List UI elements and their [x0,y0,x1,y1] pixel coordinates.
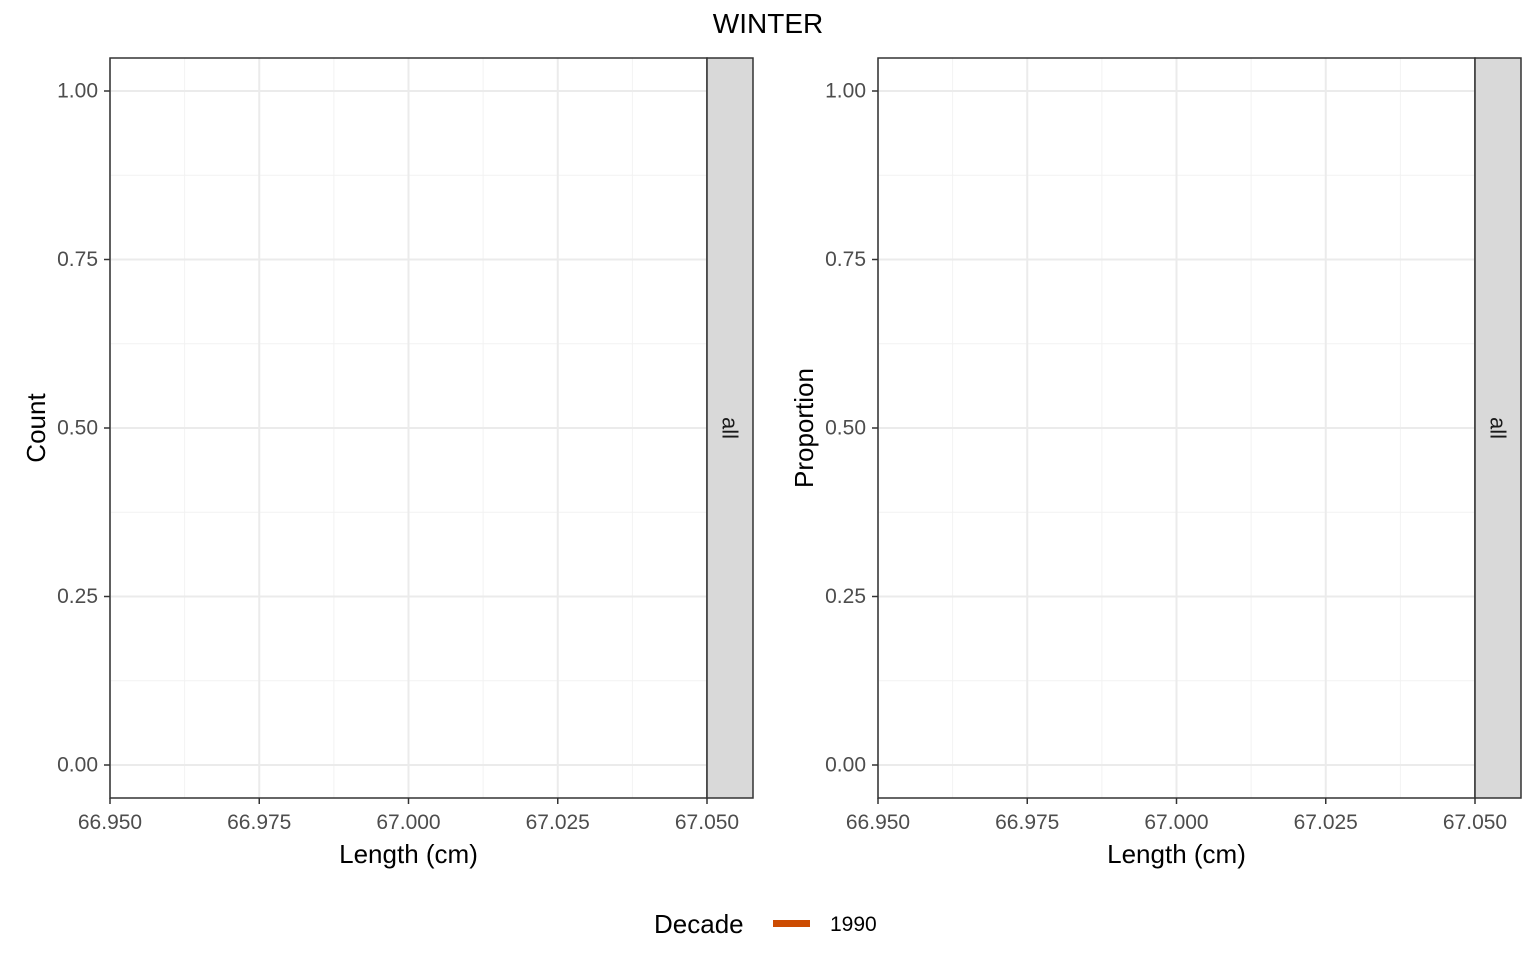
facet-strip [1474,57,1522,799]
y-tick-label: 0.75 [825,248,866,271]
legend-key-1990 [773,920,810,927]
x-tick-label: 67.000 [376,811,440,834]
x-tick-label: 67.000 [1144,811,1208,834]
x-tick-label: 67.025 [526,811,590,834]
figure-title: WINTER [713,8,823,39]
x-tick-label: 66.950 [78,811,142,834]
y-tick-label: 0.50 [825,417,866,440]
panel-1: all 0.00 0.25 0.50 0.75 1.00 66.950 66.975 67.00… [21,57,754,869]
x-tick-label: 66.975 [227,811,291,834]
x-tick-label: 66.950 [846,811,910,834]
y-tick-label: 1.00 [825,80,866,103]
facet-strip-label: all [1486,417,1511,439]
x-tick-label: 67.050 [1443,811,1507,834]
facet-strip [706,57,754,799]
y-tick-label: 0.50 [57,417,98,440]
x-tick-label: 66.975 [995,811,1059,834]
x-axis-title: Length (cm) [1107,839,1246,869]
facet-strip-label: all [718,417,743,439]
y-tick-label: 0.00 [825,754,866,777]
x-tick-label: 67.050 [675,811,739,834]
panel-2: all 0.00 0.25 0.50 0.75 1.00 66.950 66.975 67.00… [789,57,1522,869]
y-axis-title: Proportion [789,368,819,488]
x-tick-label: 67.025 [1294,811,1358,834]
legend-label-1990: 1990 [830,913,877,936]
x-axis-title: Length (cm) [339,839,478,869]
y-axis-title: Count [21,393,51,463]
y-tick-label: 0.75 [57,248,98,271]
y-tick-label: 0.00 [57,754,98,777]
facet-panels: all 0.00 0.25 0.50 0.75 1.00 66.950 66.975 67.00… [21,57,1522,869]
legend-title: Decade [654,909,744,939]
y-tick-label: 1.00 [57,80,98,103]
y-tick-label: 0.25 [57,585,98,608]
y-tick-label: 0.25 [825,585,866,608]
legend: Decade 1990 [654,909,877,939]
